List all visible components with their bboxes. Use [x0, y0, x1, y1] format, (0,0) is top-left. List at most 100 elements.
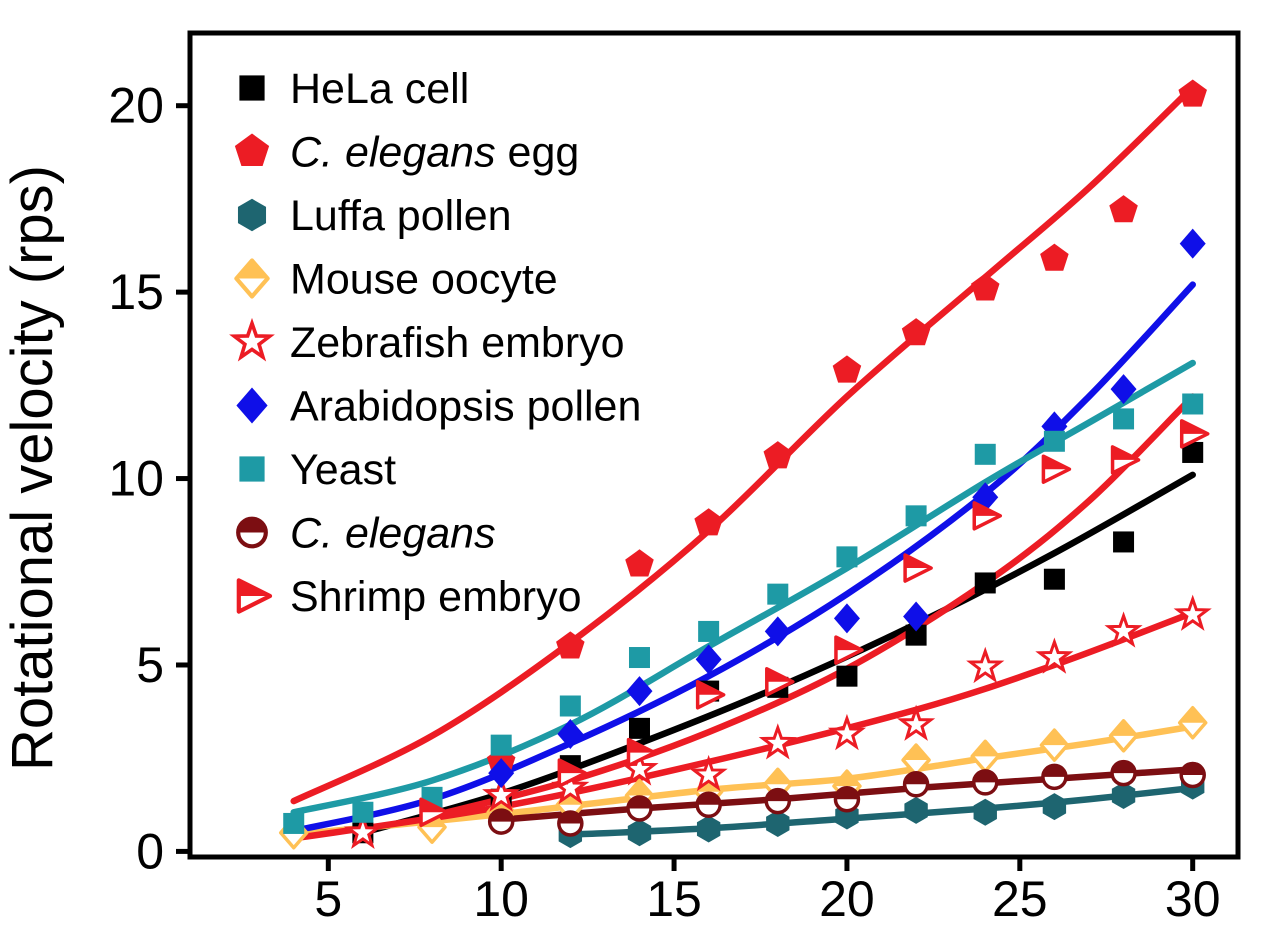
y-tick-label: 10 [108, 451, 164, 507]
legend-label-yeast: Yeast [290, 446, 396, 494]
marker-square [905, 624, 927, 646]
marker-hexagon [696, 815, 721, 843]
marker-hexagon [237, 198, 267, 232]
marker-triangle-right-half [626, 737, 657, 768]
fit-line-c-elegans-egg [290, 83, 1196, 805]
y-tick-label: 20 [108, 78, 164, 134]
marker-square [836, 546, 858, 568]
marker-star-open [689, 754, 728, 792]
x-tick-label: 5 [314, 871, 342, 927]
marker-square [283, 812, 305, 834]
x-tick-label: 25 [992, 871, 1048, 927]
legend-item-c-elegans-egg: C. elegans egg [234, 129, 579, 177]
fit-line-mouse-oocyte [290, 723, 1196, 838]
marker-diamond [488, 758, 515, 789]
legend-label-c-elegans: C. elegans [290, 510, 496, 558]
marker-square [628, 647, 650, 669]
marker-pentagon [1109, 195, 1138, 223]
marker-circle-half [764, 787, 792, 815]
legend-item-hela-cell: HeLa cell [239, 65, 469, 113]
marker-hexagon [627, 819, 652, 847]
marker-pentagon [694, 508, 723, 536]
marker-hexagon [766, 809, 790, 837]
marker-diamond [833, 603, 860, 634]
legend-item-luffa-pollen: Luffa pollen [237, 192, 512, 240]
marker-hexagon [1042, 793, 1067, 821]
marker-square [490, 734, 512, 756]
marker-diamond-half [1108, 719, 1139, 753]
marker-star-open [966, 646, 1005, 684]
marker-diamond-half [234, 258, 270, 299]
y-tick-label: 0 [136, 823, 164, 879]
y-tick-label: 15 [108, 264, 164, 320]
marker-pentagon [556, 631, 585, 659]
marker-pentagon [901, 318, 931, 346]
marker-diamond [903, 601, 930, 632]
legend-label-zebrafish-embryo: Zebrafish embryo [290, 319, 625, 367]
marker-square [1043, 568, 1065, 590]
marker-square [905, 505, 927, 527]
marker-triangle-right-half [419, 797, 449, 828]
marker-star-open [229, 317, 275, 362]
points-shrimp-embryo [419, 419, 1210, 828]
marker-star-open [1173, 594, 1212, 631]
marker-star-open [343, 812, 382, 850]
marker-square [1182, 393, 1204, 415]
legend-item-zebrafish-embryo: Zebrafish embryo [229, 317, 625, 367]
marker-circle-half [487, 808, 515, 835]
legend-label-mouse-oocyte: Mouse oocyte [290, 256, 558, 304]
x-tick-label: 10 [473, 871, 529, 927]
marker-diamond-half [1177, 706, 1208, 740]
marker-square [352, 801, 374, 823]
marker-square [767, 583, 789, 605]
legend-item-arabidopsis-pollen: Arabidopsis pollen [236, 383, 641, 431]
marker-star-open [482, 775, 521, 812]
marker-star-open [827, 713, 867, 751]
points-zebrafish-embryo [343, 594, 1212, 850]
marker-pentagon [625, 549, 654, 577]
legend-item-shrimp-embryo: Shrimp embryo [236, 573, 582, 621]
marker-circle-half [971, 769, 999, 796]
marker-diamond [695, 644, 722, 675]
marker-pentagon [1178, 79, 1207, 107]
y-axis-title: Rotational velocity (rps) [0, 165, 65, 771]
points-c-elegans [487, 759, 1206, 837]
legend-item-yeast: Yeast [239, 446, 396, 494]
legend-label-arabidopsis-pollen: Arabidopsis pollen [290, 383, 641, 431]
marker-circle-half [1110, 759, 1137, 787]
marker-diamond [626, 676, 653, 707]
legend-label-hela-cell: HeLa cell [290, 65, 469, 113]
y-axis-ticks: 0 5 10 15 20 [108, 78, 190, 879]
marker-circle-half [1041, 763, 1068, 791]
marker-diamond-half [970, 739, 1000, 774]
marker-triangle-right-half [1179, 419, 1210, 449]
marker-triangle-right-half [1110, 445, 1141, 475]
marker-circle-half [695, 791, 722, 819]
marker-triangle-right-half [1041, 454, 1072, 484]
marker-diamond [1110, 374, 1137, 405]
marker-hexagon [973, 798, 997, 826]
marker-diamond [1179, 228, 1206, 259]
marker-square [836, 665, 858, 687]
marker-star-open [1104, 611, 1143, 648]
marker-square [698, 620, 720, 642]
legend-item-c-elegans: C. elegans [236, 510, 496, 558]
marker-square [239, 456, 265, 482]
marker-diamond [764, 616, 791, 647]
marker-star-open [1035, 637, 1074, 674]
marker-square [1113, 531, 1135, 553]
points-arabidopsis-pollen [488, 228, 1206, 789]
marker-square [239, 75, 265, 101]
marker-square [1043, 430, 1065, 452]
marker-circle-half [902, 771, 930, 798]
marker-diamond [236, 387, 268, 424]
marker-triangle-right-half [765, 667, 795, 697]
x-tick-label: 15 [646, 871, 702, 927]
marker-circle-half [833, 785, 861, 813]
plot-frame [187, 30, 1241, 860]
marker-square [559, 695, 581, 717]
marker-square [974, 572, 996, 594]
marker-triangle-right-half [557, 758, 588, 788]
